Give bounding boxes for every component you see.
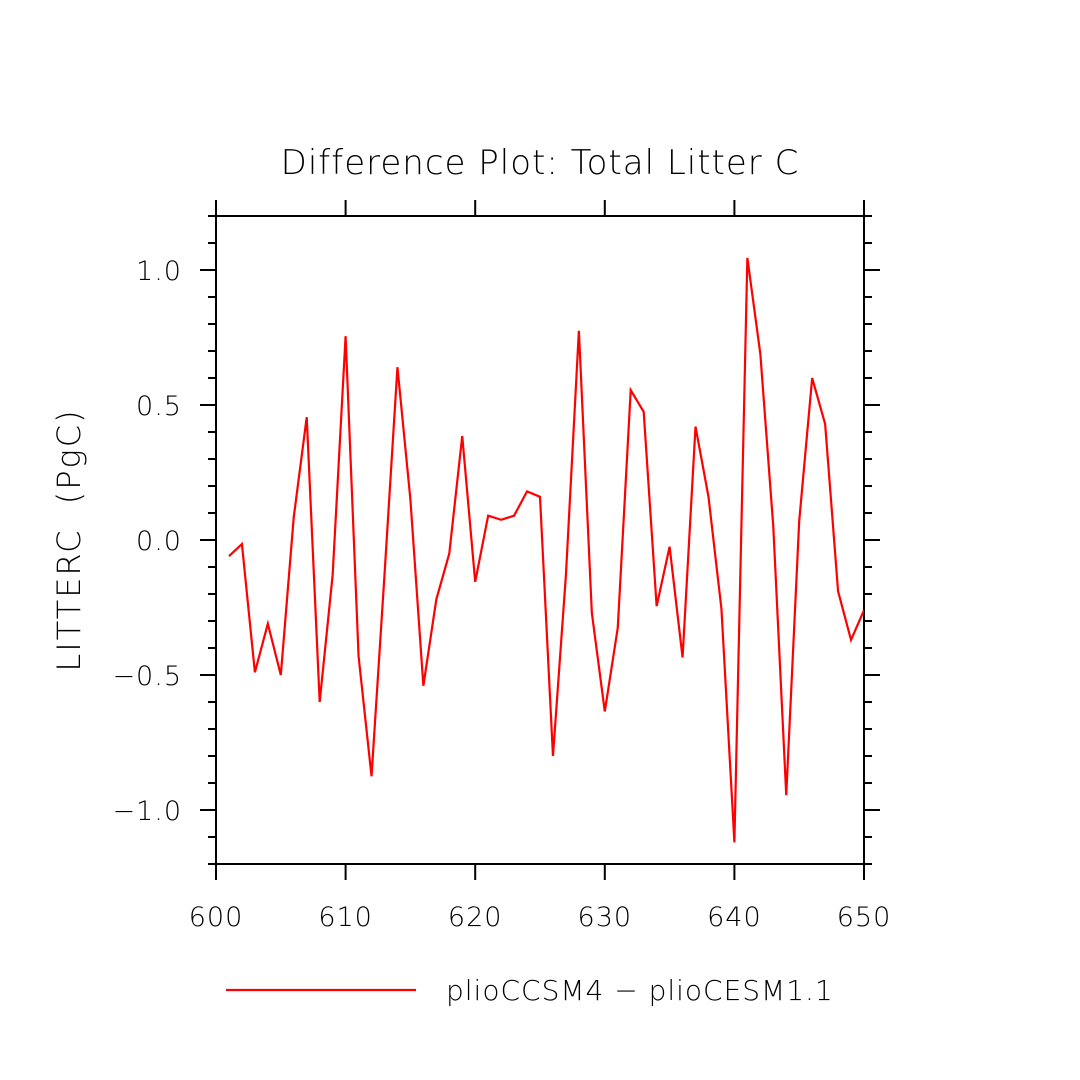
chart-title: Difference Plot: Total Litter C <box>281 143 800 183</box>
y-tick-label: 0.0 <box>136 526 182 557</box>
series-layer <box>228 257 864 843</box>
axis-ticks <box>200 200 880 880</box>
x-tick-label: 600 <box>189 902 244 933</box>
x-tick-label: 610 <box>318 902 373 933</box>
y-tick-label: −0.5 <box>112 661 182 692</box>
y-tick-label: 0.5 <box>136 391 182 422</box>
series-line <box>228 257 864 843</box>
x-tick-label: 650 <box>837 902 892 933</box>
y-tick-label: −1.0 <box>112 796 182 827</box>
y-tick-label: 1.0 <box>136 256 182 287</box>
legend-label: plioCCSM4 − plioCESM1.1 <box>446 974 834 1007</box>
x-tick-label: 630 <box>578 902 633 933</box>
x-tick-label: 640 <box>707 902 762 933</box>
y-axis-label: LITTERC (PgC) <box>50 408 88 671</box>
legend: plioCCSM4 − plioCESM1.1 <box>226 974 834 1007</box>
x-tick-label: 620 <box>448 902 503 933</box>
tick-labels: 600 610 620 630 640 650 −1.0 −0.5 0.0 0.5 1.0 <box>112 256 892 933</box>
